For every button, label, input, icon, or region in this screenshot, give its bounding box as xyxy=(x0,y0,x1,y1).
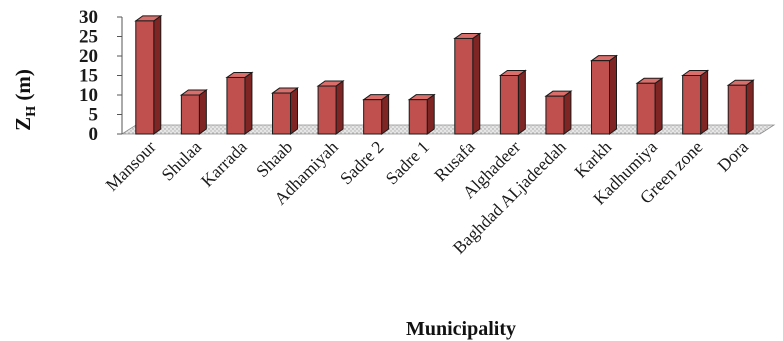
x-tick-label: Mansour xyxy=(101,137,159,195)
bar-side xyxy=(745,79,754,135)
bar xyxy=(498,69,527,135)
y-tick-label: 5 xyxy=(89,105,99,126)
bar-front xyxy=(454,37,474,135)
bar-side xyxy=(426,93,435,135)
bar-front xyxy=(135,20,155,135)
chart-floor xyxy=(120,124,776,135)
bar-front xyxy=(682,75,702,135)
bar-side xyxy=(472,32,481,135)
bar-front xyxy=(636,82,656,135)
bar-front xyxy=(226,76,246,135)
bar-side xyxy=(335,80,344,135)
bar xyxy=(726,79,755,135)
bar-front xyxy=(272,92,291,135)
y-tick-label: 0 xyxy=(89,124,99,145)
bar xyxy=(589,54,619,135)
y-axis-title: ZH (m) xyxy=(11,69,39,131)
bar xyxy=(316,80,345,135)
bar-side xyxy=(290,87,298,135)
bar-side xyxy=(609,54,617,135)
bar xyxy=(362,93,391,135)
bar-side xyxy=(198,89,207,135)
bar xyxy=(681,69,710,135)
bar-side xyxy=(381,93,390,135)
bar-side xyxy=(700,69,709,135)
bar-front xyxy=(180,94,200,135)
y-axis-title-unit: (m) xyxy=(11,69,35,106)
bar-front xyxy=(408,99,428,135)
bar xyxy=(270,87,300,135)
bar xyxy=(179,89,208,135)
x-tick-label: Sadre 1 xyxy=(381,137,433,189)
bar xyxy=(225,71,254,135)
bar-front xyxy=(545,95,565,135)
bar-front xyxy=(363,99,383,135)
bar-front xyxy=(317,85,337,135)
bar xyxy=(407,93,436,135)
x-tick-label: Dora xyxy=(713,137,752,176)
y-tick-label: 30 xyxy=(79,7,98,28)
x-axis-title: Municipality xyxy=(406,318,516,340)
bar-side xyxy=(244,71,253,135)
bar xyxy=(134,14,163,135)
y-tick-label: 15 xyxy=(79,66,98,87)
y-tick-label: 20 xyxy=(79,46,98,67)
x-tick-label: Sadre 2 xyxy=(336,137,388,189)
bar-side xyxy=(654,77,663,135)
bar xyxy=(453,32,482,135)
bar-front xyxy=(591,60,610,135)
bar-front xyxy=(727,84,747,135)
bar xyxy=(635,77,664,135)
x-tick-label: Karrada xyxy=(197,137,251,191)
bar-side xyxy=(563,90,572,135)
bar-side xyxy=(153,14,162,135)
y-tick-label: 10 xyxy=(79,85,98,106)
y-axis-title-main: Z xyxy=(11,117,35,131)
bar-front xyxy=(499,75,519,135)
y-tick-label: 25 xyxy=(79,27,98,48)
bar xyxy=(544,90,573,135)
bar-side xyxy=(517,69,526,135)
y-axis-title-sub: H xyxy=(24,106,39,117)
